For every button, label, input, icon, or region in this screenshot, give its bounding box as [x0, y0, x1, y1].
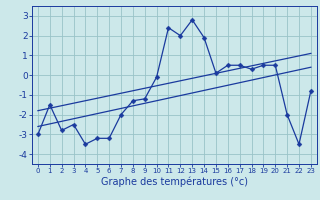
X-axis label: Graphe des températures (°c): Graphe des températures (°c) [101, 177, 248, 187]
